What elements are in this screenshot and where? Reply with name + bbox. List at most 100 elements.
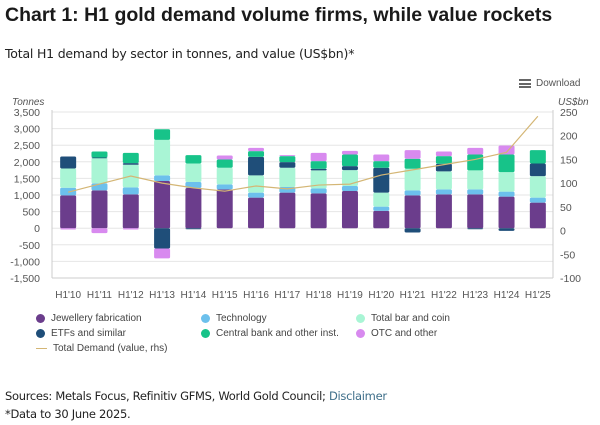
x-tick-label: H1'23 (462, 290, 488, 301)
bar-segment (279, 162, 296, 168)
legend-item[interactable]: Jewellery fabrication (36, 313, 142, 324)
bar-segment (373, 206, 390, 211)
bar-segment (310, 152, 327, 162)
download-label: Download (536, 78, 581, 89)
bar-segment (341, 191, 358, 229)
bar-segment (498, 172, 515, 192)
legend-dot-icon (201, 329, 210, 338)
bar-segment (248, 192, 265, 198)
x-tick-label: H1'11 (87, 290, 113, 301)
x-tick-label: H1'10 (55, 290, 81, 301)
bar-segment (310, 193, 327, 229)
bar-segment (498, 196, 515, 229)
sources-label: Sources: Metals Focus, Refinitiv GFMS, W… (5, 389, 329, 403)
y-tick-label: 2,000 (14, 157, 40, 169)
bar-segment (154, 175, 171, 182)
x-tick-label: H1'24 (494, 290, 520, 301)
bar-segment (248, 197, 265, 229)
bar-segment (529, 202, 546, 229)
y2-tick-label: 0 (560, 226, 566, 238)
y-tick-label: -1,500 (10, 273, 40, 285)
bar-segment (467, 189, 484, 195)
chart-area: 3,5003,0002,5002,0001,5001,0005000-500-1… (10, 97, 589, 301)
y2-axis-title: US$bn (558, 97, 589, 108)
x-tick-label: H1'20 (368, 290, 394, 301)
download-button[interactable]: Download (519, 78, 580, 89)
menu-icon (519, 79, 531, 88)
legend-label: Total Demand (value, rhs) (53, 343, 168, 354)
bar-segment (91, 157, 108, 184)
legend-item[interactable]: Total Demand (value, rhs) (36, 343, 168, 354)
bar-segment (529, 176, 546, 198)
x-tick-label: H1'13 (149, 290, 175, 301)
bar-segment (404, 168, 421, 191)
bar-segment (248, 147, 265, 152)
y2-tick-label: -50 (560, 249, 575, 261)
bar-segment (279, 155, 296, 157)
y2-tick-label: 200 (560, 131, 578, 143)
y-tick-label: 3,500 (14, 107, 40, 119)
legend-item[interactable]: OTC and other (356, 328, 437, 339)
bar-segment (373, 167, 390, 193)
bar-segment (435, 156, 452, 164)
bar-segment (185, 188, 202, 229)
legend-label: OTC and other (371, 328, 438, 339)
y2-tick-label: 50 (560, 202, 572, 214)
bar-segment (404, 158, 421, 169)
bar-segment (498, 191, 515, 197)
y-tick-label: 0 (34, 223, 40, 235)
bar-segment (529, 197, 546, 203)
bar-segment (154, 129, 171, 140)
x-tick-label: H1'19 (337, 290, 363, 301)
bar-segment (435, 171, 452, 190)
bar-segment (154, 181, 171, 229)
bar-segment (154, 228, 171, 249)
total-demand-line (68, 115, 539, 193)
bar-segment (310, 188, 327, 194)
bar-segment (467, 228, 484, 230)
bar-segment (404, 195, 421, 229)
y-tick-label: -1,000 (10, 256, 40, 268)
disclaimer-link[interactable]: Disclaimer (328, 389, 387, 403)
legend-label: Jewellery fabrication (51, 313, 142, 324)
legend-item[interactable]: Total bar and coin (356, 313, 450, 324)
bar-segment (185, 155, 202, 164)
x-tick-label: H1'14 (180, 290, 206, 301)
bar-segment (341, 150, 358, 155)
bar-segment (404, 150, 421, 159)
legend-item[interactable]: Central bank and other inst. (201, 328, 339, 339)
legend-dot-icon (201, 314, 210, 323)
bar-segment (154, 248, 171, 259)
bar-segment (185, 163, 202, 183)
x-tick-label: H1'16 (243, 290, 269, 301)
legend-dot-icon (356, 314, 365, 323)
legend-dot-icon (36, 314, 45, 323)
bar-segment (248, 151, 265, 157)
legend-label: ETFs and similar (51, 328, 127, 339)
bar-segment (216, 189, 233, 229)
bar-segment (341, 170, 358, 187)
bar-segment (122, 228, 139, 230)
bar-segment (91, 190, 108, 229)
legend-item[interactable]: ETFs and similar (36, 328, 126, 339)
legend-item[interactable]: Technology (201, 313, 267, 324)
bar-segment (122, 163, 139, 165)
bar-segment (122, 187, 139, 195)
bar-segment (279, 167, 296, 188)
legend-dot-icon (36, 329, 45, 338)
bar-segment (60, 195, 77, 229)
bar-segment (435, 194, 452, 229)
bar-segment (60, 156, 77, 169)
y-tick-label: 3,000 (14, 124, 40, 136)
bar-segment (185, 228, 202, 230)
x-tick-label: H1'18 (306, 290, 332, 301)
bar-segment (529, 163, 546, 177)
bar-segment (310, 161, 327, 169)
bar-segment (498, 154, 515, 173)
y-tick-label: 2,500 (14, 140, 40, 152)
bar-segment (467, 147, 484, 155)
bar-segment (467, 170, 484, 190)
sources-text: Sources: Metals Focus, Refinitiv GFMS, W… (5, 389, 387, 403)
bar-segment (216, 159, 233, 168)
chart-subtitle: Total H1 demand by sector in tonnes, and… (5, 46, 355, 61)
